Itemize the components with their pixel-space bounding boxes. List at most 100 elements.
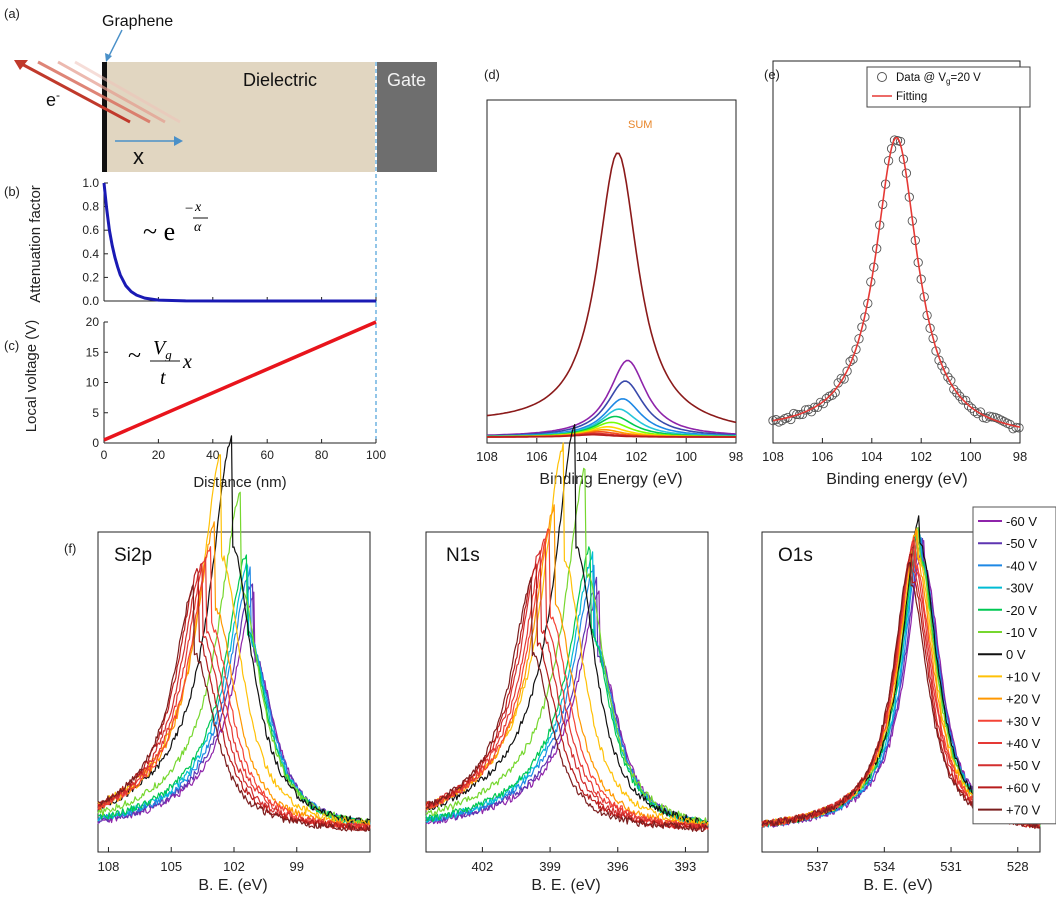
panel-d-xtick-label: 102 — [626, 449, 648, 464]
graphene-label: Graphene — [102, 13, 173, 30]
panel-c-ylabel: Local voltage (V) — [23, 320, 40, 433]
data-point — [854, 334, 864, 344]
panel-b-ytick-label: 0.4 — [82, 247, 99, 261]
xtick-label: 99 — [290, 859, 304, 874]
panel-b-ytick-label: 0.8 — [82, 200, 99, 214]
panel-d-plot: 108 106 104 102 100 98 — [476, 99, 743, 464]
data-point — [937, 361, 947, 371]
data-point — [809, 402, 820, 412]
legend-label: +50 V — [1006, 758, 1041, 773]
data-point — [1014, 423, 1024, 433]
panel-d-xtick-label: 104 — [576, 449, 598, 464]
graphene-layer — [102, 62, 107, 172]
xtick-label: 105 — [160, 859, 182, 874]
attenuation-curve — [102, 182, 376, 303]
formula-t: t — [160, 367, 166, 389]
legend-label: -40 V — [1006, 558, 1037, 573]
panel-label-d: (d) — [484, 67, 500, 82]
panel-c-ytick-label: 0 — [92, 436, 99, 450]
legend-label: 0 V — [1006, 647, 1026, 662]
xtick-label: 534 — [873, 859, 895, 874]
xtick-label: 531 — [940, 859, 962, 874]
data-point — [827, 390, 837, 400]
formula-tilde: ~ — [128, 343, 141, 369]
formula-exponent-x: x — [194, 200, 202, 215]
panel-e-plot: 108 106 104 102 100 98 — [762, 60, 1027, 464]
panel-b: (b) 0.0 0.2 0.4 0.6 0.8 1.0 Attenuation facto… — [4, 176, 377, 308]
panel-f-n1s-plot: 402 399 396 393 — [425, 424, 709, 874]
data-point — [777, 415, 787, 426]
xtick-label: 528 — [1007, 859, 1029, 874]
panel-d-xtick-label: 100 — [675, 449, 697, 464]
panel-e-xtick-label: 104 — [861, 449, 883, 464]
spectrum-+40V — [425, 538, 709, 831]
panel-d-xlabel: Binding Energy (eV) — [539, 471, 682, 488]
panel-c-xtick-label: 60 — [261, 448, 275, 462]
xtick-label: 393 — [675, 859, 697, 874]
electron-beam-arrowhead — [14, 60, 28, 70]
legend-label: +10 V — [1006, 669, 1041, 684]
panel-d-xtick-label: 98 — [729, 449, 743, 464]
spectrum-+60V — [97, 567, 371, 832]
spectrum-+70V — [97, 584, 371, 832]
xtick-label: 402 — [472, 859, 494, 874]
data-point — [966, 403, 977, 413]
panel-c-xtick-label: 40 — [206, 448, 220, 462]
panel-e-xtick-label: 102 — [910, 449, 932, 464]
data-point — [963, 401, 974, 411]
panel-b-axes: 0.0 0.2 0.4 0.6 0.8 1.0 — [82, 176, 377, 308]
panel-label-c: (c) — [4, 338, 19, 353]
component-curve-0 — [486, 359, 737, 436]
xtick-label: 537 — [807, 859, 829, 874]
legend-label: -20 V — [1006, 603, 1037, 618]
dielectric-region — [105, 62, 375, 172]
legend-data-label: Data @ Vg=20 V — [896, 72, 981, 86]
electron-beam-3 — [57, 60, 166, 124]
panel-d-xtick-label: 108 — [476, 449, 498, 464]
panel-d-xtick-label: 106 — [526, 449, 548, 464]
fitting-curve — [772, 137, 1021, 428]
n1s-xlabel: B. E. (eV) — [531, 877, 600, 894]
panel-f-si2p-plot: 108 105 102 99 — [97, 435, 371, 874]
panel-c-xtick-label: 80 — [315, 448, 329, 462]
legend-label: +40 V — [1006, 736, 1041, 751]
xtick-label: 399 — [539, 859, 561, 874]
gate-label: Gate — [387, 70, 426, 90]
sum-label: SUM — [628, 119, 652, 131]
panel-a: (a) Graphene Dielectric Gate e- x — [4, 6, 437, 443]
data-point — [839, 374, 849, 384]
gate-region — [377, 62, 437, 172]
x-direction-arrowhead — [174, 136, 183, 146]
component-curve-10 — [487, 433, 736, 438]
panel-b-ytick-label: 0.6 — [82, 223, 99, 237]
dielectric-label: Dielectric — [243, 70, 317, 90]
panel-e-xlabel: Binding energy (eV) — [826, 471, 967, 488]
formula-x: x — [182, 351, 192, 373]
sum-curve — [486, 152, 737, 424]
panel-e-xtick-label: 106 — [812, 449, 834, 464]
electron-beam-2 — [37, 60, 151, 124]
legend-data-marker — [877, 72, 887, 82]
data-point — [952, 388, 962, 398]
panel-c-ytick-label: 20 — [86, 315, 100, 329]
spectrum-+10V — [426, 442, 709, 828]
n1s-title: N1s — [446, 545, 480, 566]
panel-b-ytick-label: 1.0 — [82, 176, 99, 190]
panel-d-frame — [486, 99, 737, 444]
panel-c-ytick-label: 5 — [92, 406, 99, 420]
spectrum--50V — [425, 576, 709, 827]
spectrum--50V — [97, 583, 371, 826]
panel-f: (f) 108 105 102 99 402 399 396 393 537 534 531 52… — [64, 424, 1056, 894]
spectrum--20V — [425, 546, 709, 827]
formula-tilde-e: ~ e — [143, 217, 175, 246]
spectrum-+70V — [425, 576, 709, 833]
data-point — [1011, 422, 1021, 433]
panel-e-xtick-label: 100 — [960, 449, 982, 464]
panel-label-a: (a) — [4, 6, 20, 21]
data-point — [949, 384, 959, 394]
data-point — [943, 372, 953, 382]
legend-label: -30V — [1006, 581, 1034, 596]
electron-beam-4 — [74, 60, 181, 124]
panel-c-ytick-label: 10 — [86, 376, 100, 390]
